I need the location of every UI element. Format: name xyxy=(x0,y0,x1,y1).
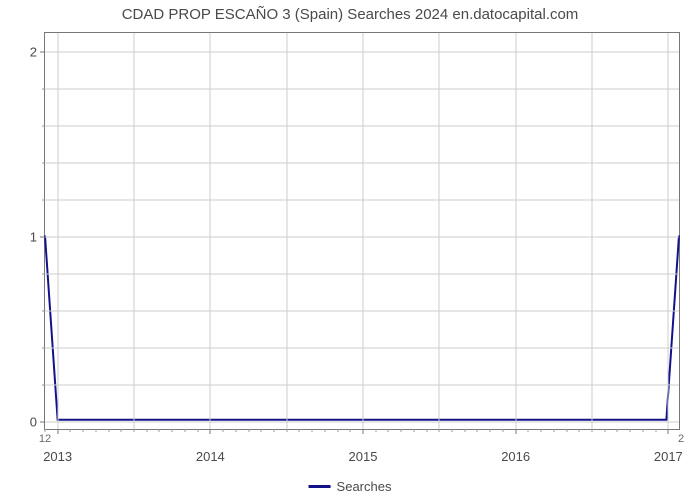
grid-vline xyxy=(439,33,440,429)
xtick-minor xyxy=(312,429,313,432)
plot-area: 01220132014201520162017122 xyxy=(44,32,680,430)
grid-vline xyxy=(57,33,58,429)
xtick-mark xyxy=(668,429,669,434)
xtick-label: 2015 xyxy=(349,449,378,464)
ytick-minor xyxy=(42,88,45,89)
grid-hline xyxy=(45,236,679,237)
ytick-minor xyxy=(42,384,45,385)
xtick-minor xyxy=(286,429,287,432)
xtick-minor xyxy=(273,429,274,432)
grid-vline xyxy=(515,33,516,429)
legend: Searches xyxy=(309,479,392,494)
xtick-minor xyxy=(70,429,71,432)
xtick-minor xyxy=(642,429,643,432)
xtick-label: 2017 xyxy=(654,449,683,464)
grid-hline xyxy=(45,199,679,200)
chart-container: { "chart": { "type": "line", "title": "C… xyxy=(0,0,700,500)
grid-hline xyxy=(45,88,679,89)
xtick-minor xyxy=(630,429,631,432)
grid-hline xyxy=(45,51,679,52)
xtick-minor xyxy=(604,429,605,432)
ytick-minor xyxy=(42,125,45,126)
xtick-minor xyxy=(172,429,173,432)
xtick-minor xyxy=(528,429,529,432)
xtick-minor xyxy=(83,429,84,432)
ytick-minor xyxy=(42,199,45,200)
grid-vline xyxy=(134,33,135,429)
xtick-minor xyxy=(95,429,96,432)
grid-vline xyxy=(286,33,287,429)
xtick-minor xyxy=(617,429,618,432)
chart-title: CDAD PROP ESCAÑO 3 (Spain) Searches 2024… xyxy=(0,6,700,23)
xtick-minor xyxy=(502,429,503,432)
grid-hline xyxy=(45,310,679,311)
xtick-minor xyxy=(388,429,389,432)
xtick-minor xyxy=(413,429,414,432)
xtick-minor xyxy=(197,429,198,432)
xtick-minor xyxy=(121,429,122,432)
xtick-minor xyxy=(566,429,567,432)
xtick-minor xyxy=(261,429,262,432)
xtick-minor xyxy=(299,429,300,432)
xtick-minor xyxy=(490,429,491,432)
ytick-mark xyxy=(40,51,45,52)
ytick-label: 0 xyxy=(30,414,37,429)
grid-vline xyxy=(210,33,211,429)
xtick-minor xyxy=(426,429,427,432)
xtick-minor xyxy=(108,429,109,432)
grid-vline xyxy=(668,33,669,429)
ytick-minor xyxy=(42,310,45,311)
xtick-mark xyxy=(210,429,211,434)
grid-vline xyxy=(591,33,592,429)
xtick-minor xyxy=(45,429,46,432)
ytick-label: 1 xyxy=(30,229,37,244)
xtick-minor xyxy=(579,429,580,432)
xtick-minor xyxy=(464,429,465,432)
xtick-minor xyxy=(591,429,592,432)
xtick-minor xyxy=(452,429,453,432)
xtick-minor xyxy=(553,429,554,432)
xtick-minor xyxy=(324,429,325,432)
grid-hline xyxy=(45,162,679,163)
xtick-minor xyxy=(541,429,542,432)
xtick-minor xyxy=(655,429,656,432)
grid-hline xyxy=(45,347,679,348)
xtick-minor xyxy=(439,429,440,432)
xtick-minor xyxy=(477,429,478,432)
grid-vline xyxy=(363,33,364,429)
xtick-minor xyxy=(223,429,224,432)
legend-swatch xyxy=(309,485,331,488)
grid-hline xyxy=(45,384,679,385)
xtick-minor xyxy=(248,429,249,432)
xtick-minor xyxy=(235,429,236,432)
xtick-minor xyxy=(134,429,135,432)
xtick-mark xyxy=(57,429,58,434)
ytick-minor xyxy=(42,347,45,348)
xtick-mark xyxy=(515,429,516,434)
sub-xtick-label: 2 xyxy=(678,433,684,445)
grid-hline xyxy=(45,273,679,274)
grid-hline xyxy=(45,125,679,126)
xtick-minor xyxy=(401,429,402,432)
xtick-label: 2014 xyxy=(196,449,225,464)
xtick-minor xyxy=(159,429,160,432)
xtick-mark xyxy=(363,429,364,434)
xtick-label: 2016 xyxy=(501,449,530,464)
legend-label: Searches xyxy=(337,479,392,494)
xtick-minor xyxy=(146,429,147,432)
ytick-mark xyxy=(40,236,45,237)
xtick-minor xyxy=(350,429,351,432)
grid-hline xyxy=(45,421,679,422)
xtick-label: 2013 xyxy=(43,449,72,464)
ytick-minor xyxy=(42,273,45,274)
sub-xtick-label: 12 xyxy=(39,433,51,445)
ytick-minor xyxy=(42,162,45,163)
ytick-mark xyxy=(40,421,45,422)
xtick-minor xyxy=(375,429,376,432)
ytick-label: 2 xyxy=(30,44,37,59)
xtick-minor xyxy=(337,429,338,432)
xtick-minor xyxy=(184,429,185,432)
